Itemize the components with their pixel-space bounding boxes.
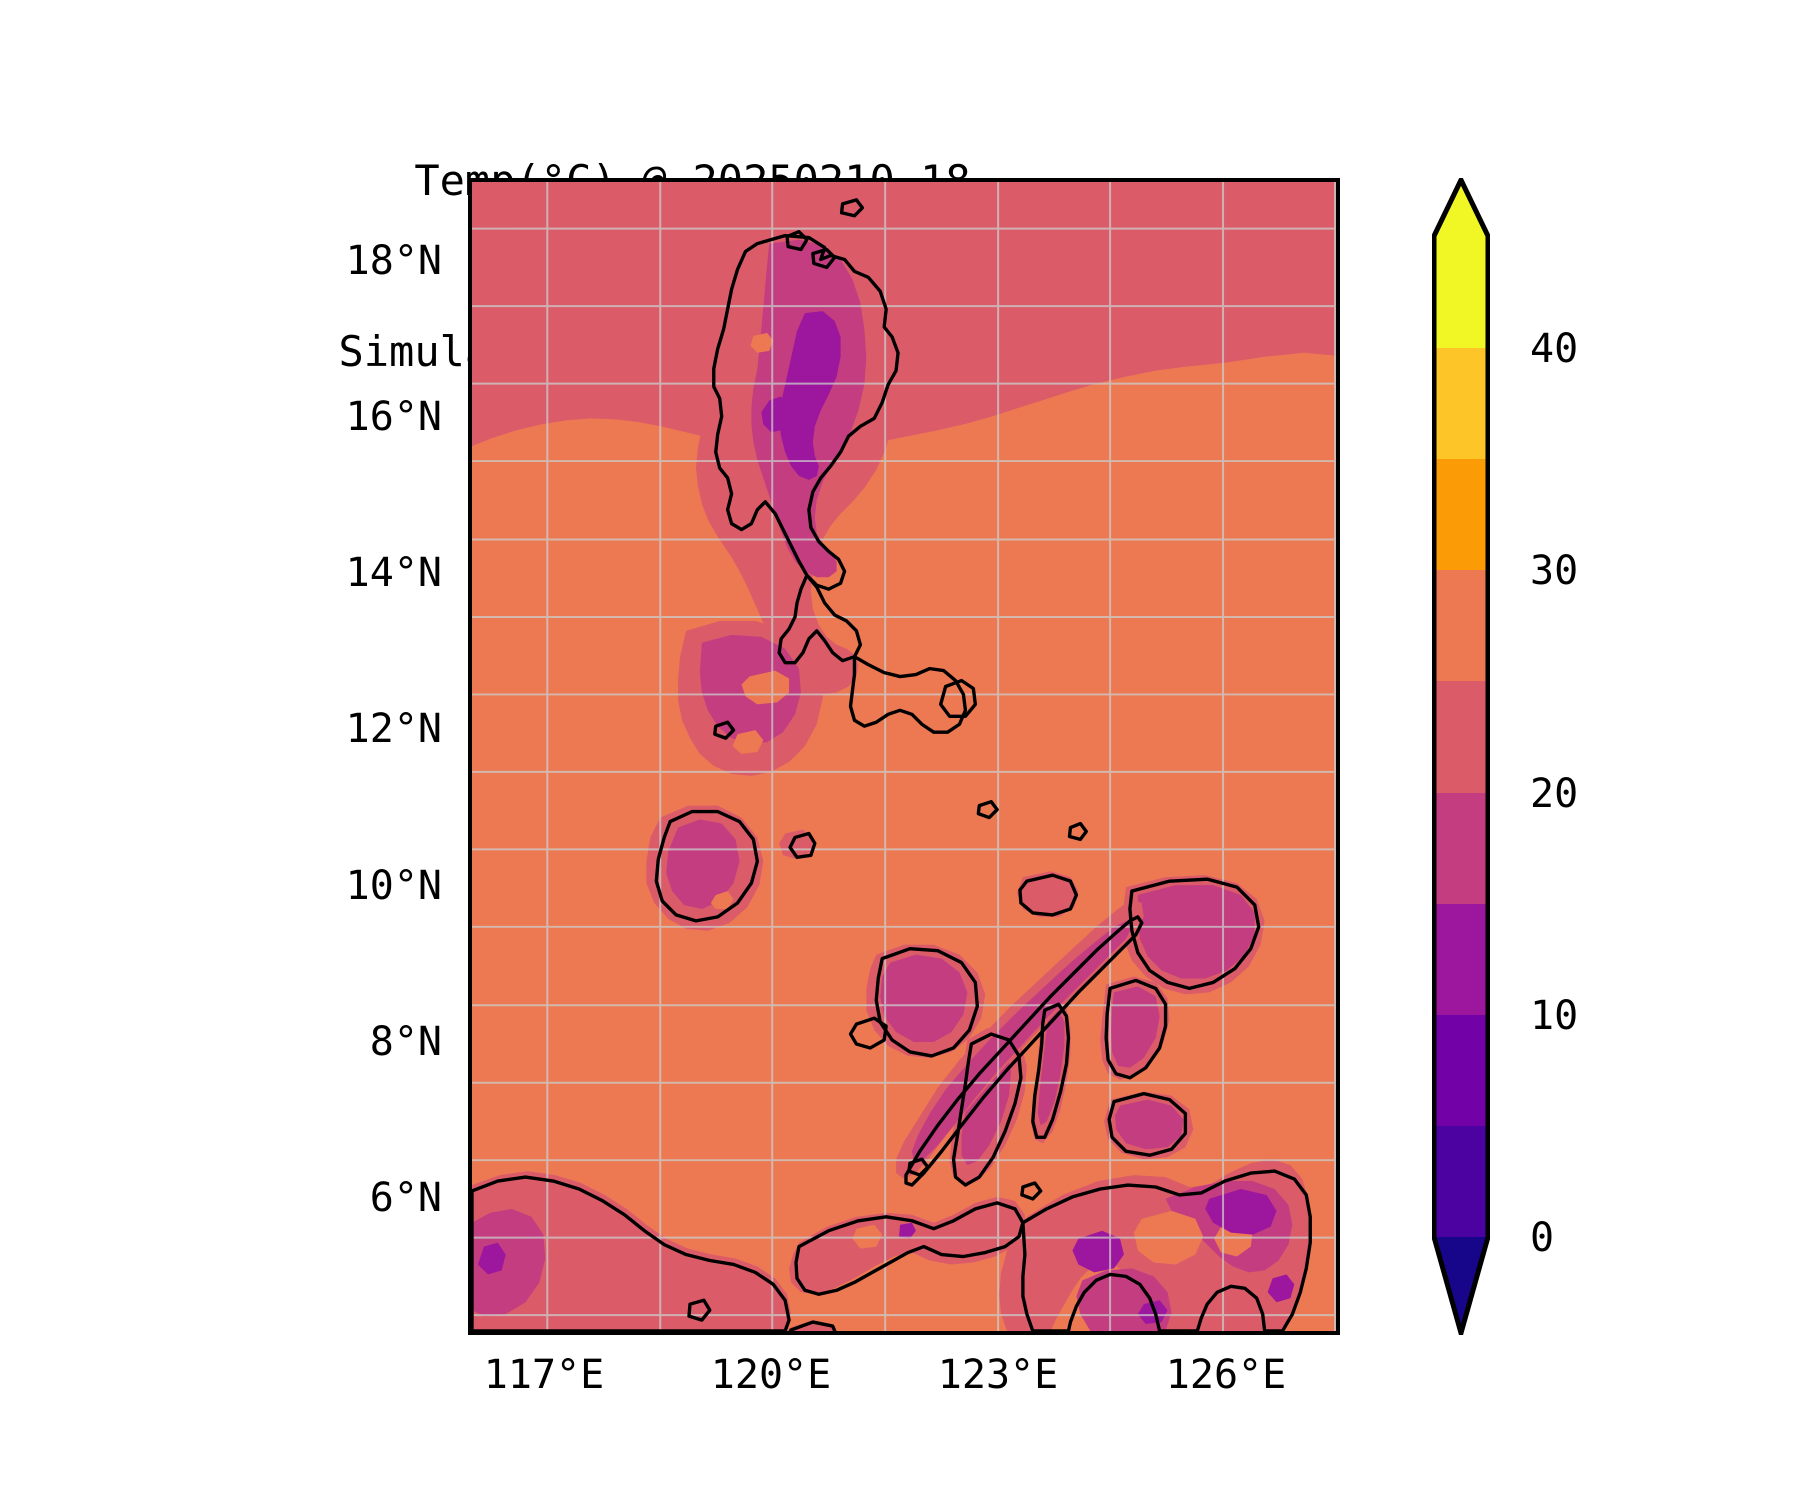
panay-15-20 [880,954,968,1043]
bicol-laguna-warm-pocket [741,670,790,705]
colorbar-band-35-40 [1434,348,1488,459]
romblon-20-25 [779,829,813,860]
colorbar-band-20-25 [1434,681,1488,793]
map-canvas [472,182,1336,1331]
lat-tick-8N: 8°N [369,1019,442,1065]
bicol-warm-pocket-2 [732,730,764,755]
bohol-15-20 [1115,1099,1184,1150]
colorbar-band-10-15 [1434,904,1488,1015]
northern-sea-20-25-band [472,182,1336,449]
colorbar-band-5-10 [1434,1015,1488,1126]
temperature-contour-map [472,182,1336,1331]
zamboanga-peninsula-20-25 [789,1196,1025,1295]
lon-tick-120E: 120°E [710,1352,832,1398]
cordillera-10-15-core [779,311,841,480]
masbate-20-25 [1016,871,1079,917]
colorbar-under-arrow [1434,1237,1488,1333]
lon-tick-117E: 117°E [483,1352,605,1398]
borneo-15-20-core [472,1208,546,1317]
mindoro-15-20-core-a [686,833,716,872]
lat-tick-6N: 6°N [369,1175,442,1221]
lon-tick-126E: 126°E [1165,1352,1287,1398]
zamboanga-purple-spot [899,1222,916,1239]
leyte-15-20 [1111,986,1160,1068]
lat-tick-16N: 16°N [345,394,442,440]
mindanao-purple-core-b [1072,1230,1124,1273]
map-plot-area[interactable] [468,178,1340,1335]
colorbar-tick-label-20: 20 [1530,771,1579,817]
map-gridlines [472,182,1336,1331]
borneo-10-15-peak [477,1242,506,1275]
samar-15-20 [1137,885,1255,979]
colorbar-tick-label-10: 10 [1530,993,1579,1039]
coastline-overlay [472,198,1312,1331]
temperature-colorbar[interactable] [1432,178,1490,1335]
colorbar-gradient [1432,178,1490,1335]
luzon-coast-warm-pocket [750,332,774,353]
colorbar-band-40-45 [1434,236,1488,348]
lat-tick-10N: 10°N [345,863,442,909]
borneo-20-25 [472,1171,792,1331]
lat-tick-12N: 12°N [345,706,442,752]
colorbar-band-15-20 [1434,793,1488,904]
palawan-15-20 [911,920,1132,1162]
lat-tick-14N: 14°N [345,550,442,596]
colorbar-outline [1432,178,1490,1335]
colorbar-tick-label-30: 30 [1530,548,1579,594]
cebu-15-20 [1037,1010,1065,1126]
colorbar-band-25-30 [1434,570,1488,681]
mindoro-warm-fringe [710,891,734,909]
colorbar-tick-label-0: 0 [1530,1215,1555,1261]
colorbar-band-30-35 [1434,459,1488,570]
cordillera-secondary-core [761,396,788,433]
lon-tick-123E: 123°E [937,1352,1059,1398]
colorbar-band-0-5 [1434,1126,1488,1237]
lat-tick-18N: 18°N [345,238,442,284]
mindanao-purple-spot-d [1137,1300,1168,1325]
colorbar-tick-label-40: 40 [1530,326,1579,372]
mindanao-purple-spot-c [1267,1274,1295,1303]
colorbar-over-arrow [1434,180,1488,236]
